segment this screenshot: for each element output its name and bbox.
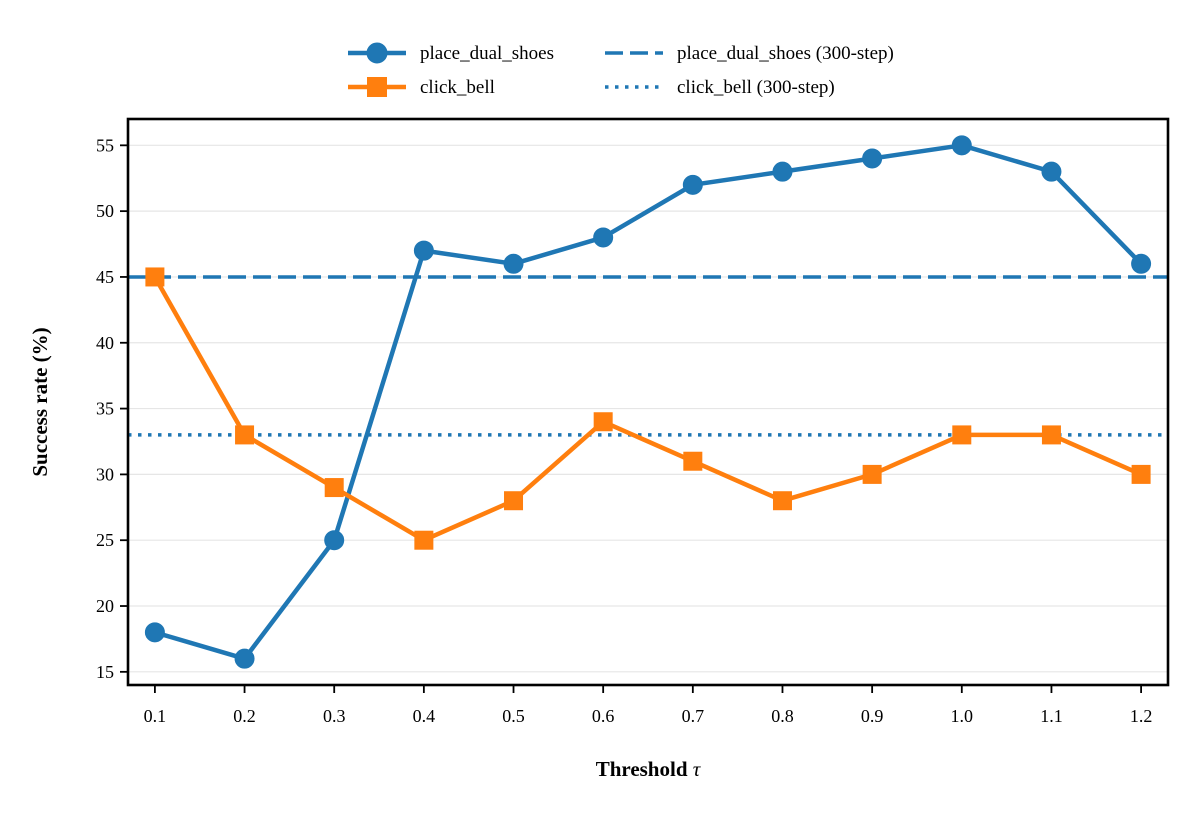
data-point-square	[324, 478, 344, 498]
data-point-square	[683, 451, 703, 471]
legend-item: place_dual_shoes	[348, 42, 554, 64]
series-place_dual_shoes	[144, 135, 1152, 669]
legend-label: place_dual_shoes	[420, 43, 554, 64]
legend-label: click_bell	[420, 77, 495, 98]
y-axis-title: Success rate (%)	[28, 327, 52, 476]
x-tick-label: 0.1	[144, 706, 167, 726]
legend-label: click_bell (300-step)	[677, 77, 835, 98]
data-point-square	[504, 491, 524, 511]
x-axis-title-text: Threshold	[596, 757, 688, 781]
x-tick-label: 1.1	[1040, 706, 1063, 726]
legend-item: click_bell	[348, 77, 495, 98]
data-point-circle	[1131, 253, 1152, 274]
plot-frame	[126, 117, 1170, 687]
y-tick-label: 35	[96, 399, 114, 419]
x-tick-label: 0.9	[861, 706, 884, 726]
y-tick-label: 30	[96, 464, 114, 484]
data-point-square	[1131, 464, 1151, 484]
x-axis-symbol: τ	[693, 757, 702, 781]
x-tick-label: 0.7	[682, 706, 705, 726]
data-point-circle	[862, 148, 883, 169]
legend-item: click_bell (300-step)	[605, 77, 835, 98]
x-tick-label: 0.3	[323, 706, 346, 726]
data-point-square	[772, 491, 792, 511]
x-tick-label: 1.0	[951, 706, 974, 726]
data-point-circle	[1041, 161, 1062, 182]
data-point-square	[862, 464, 882, 484]
series-lines	[144, 135, 1152, 669]
x-tick-label: 0.6	[592, 706, 615, 726]
data-point-circle	[682, 174, 703, 195]
y-tick-label: 40	[96, 333, 114, 353]
legend-marker	[367, 77, 387, 97]
legend-item: place_dual_shoes (300-step)	[605, 43, 894, 64]
data-point-square	[145, 267, 165, 287]
data-point-circle	[413, 240, 434, 261]
series-line	[152, 143, 1144, 661]
data-point-square	[1041, 425, 1061, 445]
y-tick-label: 15	[96, 662, 114, 682]
reference-lines	[128, 275, 1168, 437]
data-point-circle	[951, 135, 972, 156]
legend-label: place_dual_shoes (300-step)	[677, 43, 894, 64]
data-point-square	[235, 425, 255, 445]
x-tick-label: 0.8	[771, 706, 794, 726]
y-axis: 15 20 25 30 35 40 45 50 55	[96, 135, 128, 682]
legend: place_dual_shoes click_bell place_dual_sho…	[348, 42, 894, 98]
y-tick-label: 20	[96, 596, 114, 616]
x-tick-label: 0.5	[502, 706, 525, 726]
data-point-square	[593, 412, 613, 432]
x-axis: 0.1 0.2 0.3 0.4 0.5 0.6 0.7 0.8 0.9 1.0 1.1 1.2	[144, 685, 1153, 726]
data-point-circle	[234, 648, 255, 669]
x-tick-label: 1.2	[1130, 706, 1153, 726]
y-tick-label: 25	[96, 530, 114, 550]
data-point-circle	[324, 530, 345, 551]
legend-marker	[366, 42, 388, 64]
data-point-square	[952, 425, 972, 445]
y-tick-label: 45	[96, 267, 114, 287]
data-point-circle	[772, 161, 793, 182]
data-point-square	[414, 530, 434, 550]
data-point-circle	[144, 622, 165, 643]
y-tick-label: 50	[96, 201, 114, 221]
series-click_bell	[145, 267, 1151, 550]
x-tick-label: 0.2	[233, 706, 256, 726]
series-line	[152, 274, 1144, 543]
data-point-circle	[593, 227, 614, 248]
grid-lines	[128, 144, 1168, 673]
y-tick-label: 55	[96, 135, 114, 155]
x-tick-label: 0.4	[413, 706, 436, 726]
data-point-circle	[503, 253, 524, 274]
x-axis-title: Threshold τ	[596, 757, 702, 781]
